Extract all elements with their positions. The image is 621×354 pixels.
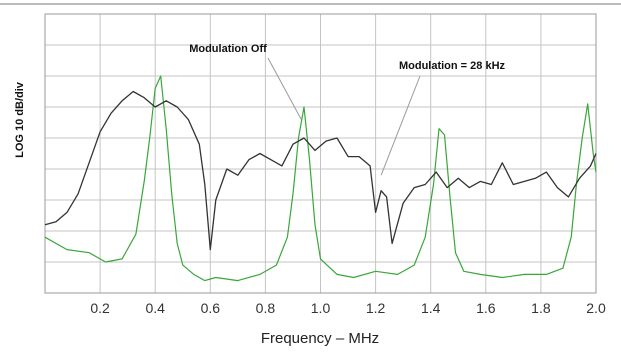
- series-line-1: [44, 75, 597, 282]
- x-tick-label: 0.4: [145, 300, 165, 316]
- x-tick-label: 0.6: [201, 300, 221, 316]
- x-axis-label: Frequency – MHz: [261, 330, 379, 347]
- y-axis-label: LOG 10 dB/div: [14, 81, 26, 158]
- x-tick-label: 1.4: [421, 300, 441, 316]
- x-tick-labels: 0.2 0.4 0.6 0.8 1.0 1.2 1.4 1.6 1.8 2.0: [90, 300, 606, 316]
- x-tick-label: 1.0: [311, 300, 331, 316]
- annotation-leader-line: [380, 75, 421, 176]
- x-tick-label: 1.6: [476, 300, 496, 316]
- annotation-label: Modulation Off: [189, 43, 267, 55]
- annotation-leader-line: [267, 57, 302, 120]
- x-tick-label: 2.0: [586, 300, 606, 316]
- series-layer: [44, 75, 597, 282]
- x-tick-label: 0.2: [90, 300, 110, 316]
- annotations: Modulation Off Modulation = 28 kHz: [189, 43, 506, 176]
- x-tick-label: 1.8: [531, 300, 551, 316]
- series-line-2: [44, 90, 597, 251]
- x-tick-label: 0.8: [256, 300, 276, 316]
- grid: [45, 14, 596, 293]
- annotation-label: Modulation = 28 kHz: [399, 60, 506, 72]
- x-tick-label: 1.2: [366, 300, 386, 316]
